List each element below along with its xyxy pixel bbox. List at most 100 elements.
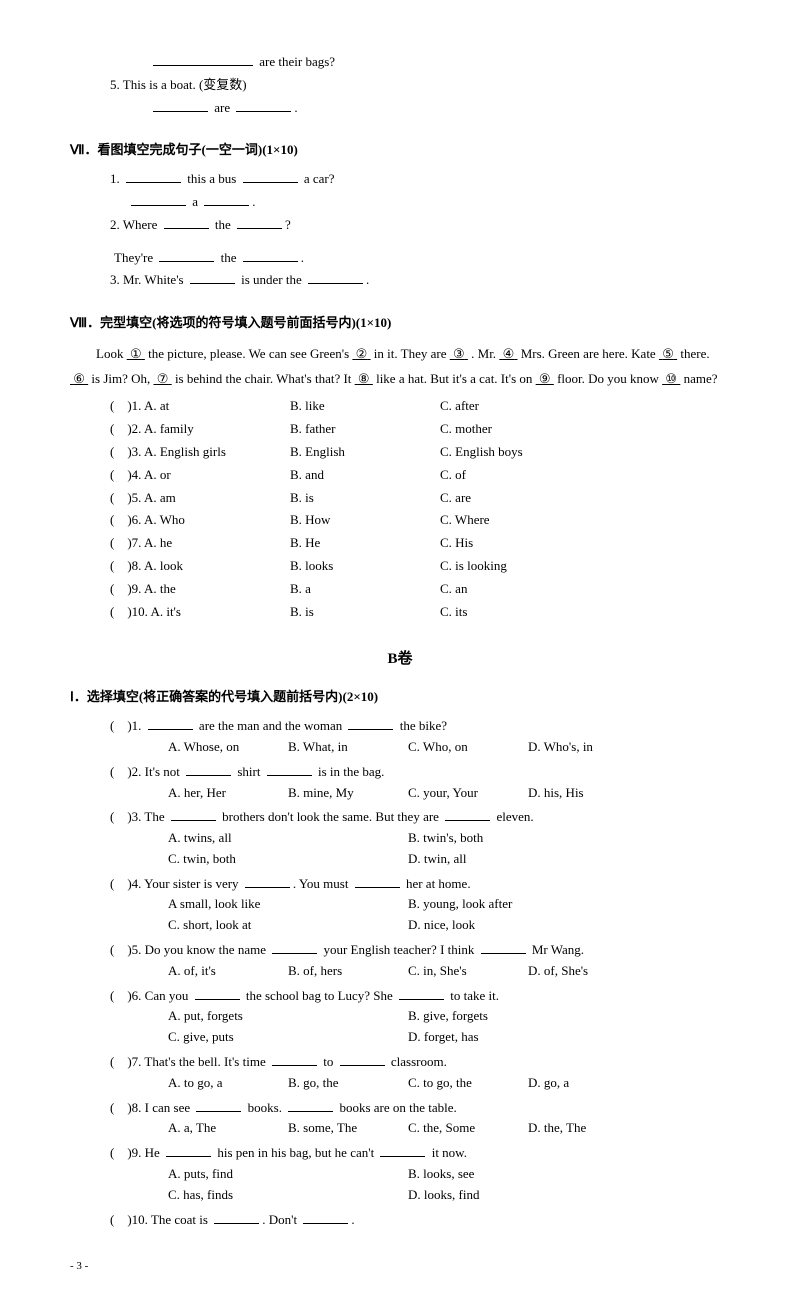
mc-options-row: A. of, it'sB. of, hersC. in, She'sD. of,… [110,961,730,982]
text: name? [680,371,717,386]
blank [190,272,235,285]
cloze-a: ( )3. A. English girls [110,441,290,464]
frag-line1: are their bags? [70,52,730,73]
text: there. [677,346,709,361]
sec7-q2: 2. Where the ? [110,215,730,236]
text: ? [285,217,291,232]
circ-9: ⑨ [539,371,551,386]
circ-8: ⑧ [358,371,370,386]
blank [171,809,216,822]
mc-option: C. to go, the [408,1073,528,1094]
sec7-q1: 1. this a bus a car? [110,169,730,190]
mc-option: A. a, The [168,1118,288,1139]
blank [148,717,193,730]
mc-option: C. short, look at [168,915,408,936]
sec8-header: Ⅷ．完型填空(将选项的符号填入题号前面括号内)(1×10) [70,313,730,334]
blank [380,1145,425,1158]
mc-option: C. twin, both [168,849,408,870]
frag-line2: 5. This is a boat. (变复数) [70,75,730,96]
mc-options-row: C. short, look atD. nice, look [110,915,730,936]
text: 3. Mr. White's [110,272,187,287]
page-number: - 3 - [70,1258,730,1276]
mc-question: ( )1. are the man and the woman the bike… [110,716,730,737]
blank [272,1053,317,1066]
text: 2. Where [110,217,161,232]
circ-10: ⑩ [665,371,677,386]
text: 1. [110,171,123,186]
blank [131,193,186,206]
mc-option: C. your, Your [408,783,528,804]
mc-question: ( )3. The brothers don't look the same. … [110,807,730,828]
text: are [211,100,233,115]
cloze-c: C. mother [440,418,590,441]
mc-option: D. nice, look [408,915,648,936]
cloze-row: ( )7. A. heB. HeC. His [110,532,590,555]
mc-options-row: A. put, forgetsB. give, forgets [110,1006,730,1027]
b-title: B卷 [70,647,730,671]
cloze-row: ( )2. A. familyB. fatherC. mother [110,418,590,441]
mc-question: ( )8. I can see books. books are on the … [110,1098,730,1119]
blank [243,171,298,184]
blank [303,1211,348,1224]
blank [164,216,209,229]
mc-option: B. give, forgets [408,1006,648,1027]
text: a car? [301,171,335,186]
mc-option: D. of, She's [528,961,648,982]
sec7-body: 1. this a bus a car? a . 2. Where the ? … [70,169,730,291]
cloze-a: ( )4. A. or [110,464,290,487]
blank [481,941,526,954]
cloze-a: ( )5. A. am [110,487,290,510]
cloze-b: B. like [290,395,440,418]
mc-question: ( )9. He his pen in his bag, but he can'… [110,1143,730,1164]
mc-option: A. twins, all [168,828,408,849]
mc-options-row: A. her, HerB. mine, MyC. your, YourD. hi… [110,783,730,804]
mc-question: ( )10. The coat is . Don't . [110,1210,730,1231]
blank [308,272,363,285]
cloze-row: ( )1. A. atB. likeC. after [110,395,590,418]
sec7-q2b: They're the . [110,248,730,269]
mc-option: B. mine, My [288,783,408,804]
mc-options-row: A. Whose, onB. What, inC. Who, onD. Who'… [110,737,730,758]
sec8-passage: Look ① the picture, please. We can see G… [70,342,730,391]
circ-6: ⑥ [73,371,85,386]
blank [245,875,290,888]
cloze-row: ( )4. A. orB. andC. of [110,464,590,487]
mc-options-row: A. to go, aB. go, theC. to go, theD. go,… [110,1073,730,1094]
blank [243,249,298,262]
mc-options-row: A. twins, allB. twin's, both [110,828,730,849]
mc-question: ( )4. Your sister is very . You must her… [110,874,730,895]
text: like a hat. But it's a cat. It's on [373,371,536,386]
cloze-b: B. a [290,578,440,601]
cloze-row: ( )3. A. English girlsB. EnglishC. Engli… [110,441,590,464]
text: Look [96,346,127,361]
blank [159,249,214,262]
text: . Mr. [468,346,499,361]
cloze-b: B. English [290,441,440,464]
blank [272,941,317,954]
blank [196,1099,241,1112]
cloze-c: C. an [440,578,590,601]
blank [186,763,231,776]
text: . [301,250,304,265]
cloze-table: ( )1. A. atB. likeC. after( )2. A. famil… [110,395,590,623]
cloze-a: ( )8. A. look [110,555,290,578]
cloze-a: ( )10. A. it's [110,601,290,624]
cloze-b: B. father [290,418,440,441]
text: floor. Do you know [554,371,662,386]
mc-question: ( )6. Can you the school bag to Lucy? Sh… [110,986,730,1007]
text: the [217,250,239,265]
text: . [252,194,255,209]
mc-option: A. her, Her [168,783,288,804]
mc-question: ( )2. It's not shirt is in the bag. [110,762,730,783]
blank [204,193,249,206]
cloze-row: ( )9. A. theB. aC. an [110,578,590,601]
sec7-q1b: a . [110,192,730,213]
blank [153,99,208,112]
mc-option: A. of, it's [168,961,288,982]
mc-option: D. Who's, in [528,737,648,758]
blank [355,875,400,888]
spacer [110,238,730,246]
circ-4: ④ [503,346,515,361]
mc-option: B. twin's, both [408,828,648,849]
cloze-b: B. and [290,464,440,487]
